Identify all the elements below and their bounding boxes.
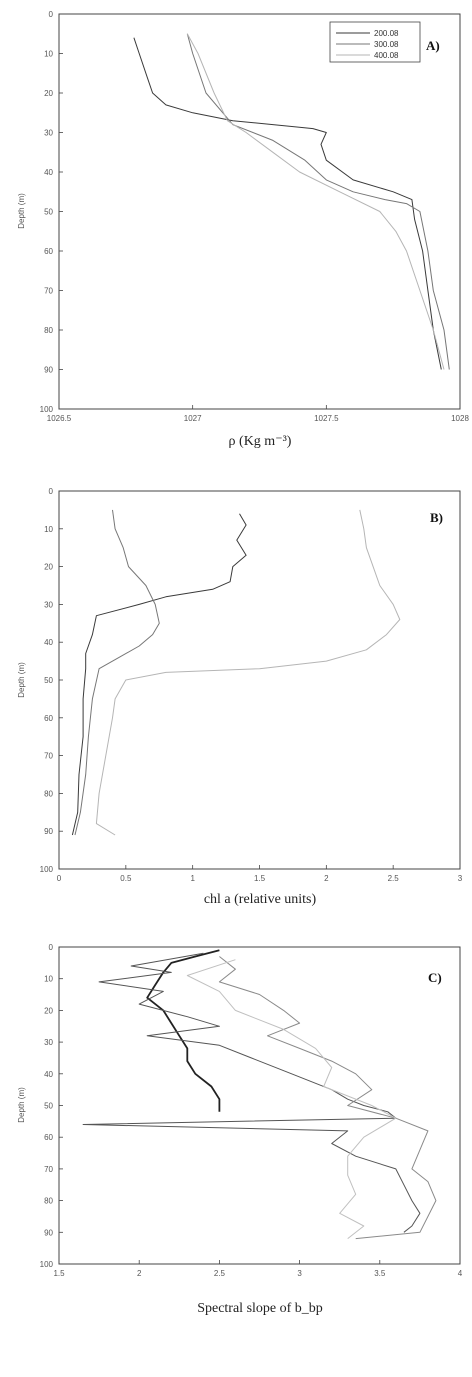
y-tick-label: 10 <box>44 975 53 984</box>
y-tick-label: 90 <box>44 366 53 375</box>
y-tick-label: 50 <box>44 208 53 217</box>
x-tick-label: 2.5 <box>388 874 400 883</box>
y-tick-label: 10 <box>44 50 53 59</box>
y-tick-label: 80 <box>44 1197 53 1206</box>
x-tick-label: 1027.5 <box>314 414 339 423</box>
y-tick-label: 30 <box>44 129 53 138</box>
panel-c-label: C) <box>428 970 442 985</box>
x-tick-label: 3 <box>297 1269 302 1278</box>
x-tick-label: 3.5 <box>374 1269 386 1278</box>
y-tick-label: 30 <box>44 1038 53 1047</box>
panel-a-series <box>133 33 450 370</box>
y-tick-label: 20 <box>44 563 53 572</box>
series-line-3 <box>218 956 437 1240</box>
x-tick-label: 1027 <box>184 414 202 423</box>
series-line-2 <box>186 33 450 370</box>
y-tick-label: 20 <box>44 89 53 98</box>
series-line-2 <box>74 509 160 836</box>
panel-a-label: A) <box>426 38 440 53</box>
panel-a-ylabel: Depth (m) <box>17 193 26 229</box>
panel-b-label: B) <box>430 510 443 525</box>
series-line-1 <box>146 949 221 1112</box>
x-tick-label: 1026.5 <box>47 414 72 423</box>
x-tick-label: 3 <box>458 874 463 883</box>
panel-b-ylabel: Depth (m) <box>17 662 26 698</box>
panel-a-frame <box>58 13 461 410</box>
x-tick-label: 2.5 <box>214 1269 226 1278</box>
y-tick-label: 0 <box>49 10 54 19</box>
y-tick-label: 10 <box>44 525 53 534</box>
y-tick-label: 80 <box>44 789 53 798</box>
panel-a-legend: 200.08 300.08 400.08 <box>329 21 421 63</box>
y-tick-label: 70 <box>44 287 53 296</box>
y-tick-label: 40 <box>44 168 53 177</box>
legend-entry-3: 400.08 <box>374 51 399 60</box>
y-tick-label: 70 <box>44 752 53 761</box>
series-line-2 <box>82 952 421 1233</box>
x-tick-label: 1028 <box>451 414 469 423</box>
panel-b-series <box>71 509 401 836</box>
y-tick-label: 90 <box>44 827 53 836</box>
y-tick-label: 50 <box>44 676 53 685</box>
panel-c-series <box>82 949 437 1240</box>
x-tick-label: 0.5 <box>120 874 132 883</box>
y-tick-label: 70 <box>44 1165 53 1174</box>
panel-c-ylabel: Depth (m) <box>17 1087 26 1123</box>
y-tick-label: 100 <box>40 1260 54 1269</box>
x-tick-label: 1 <box>190 874 195 883</box>
series-line-1 <box>71 513 247 836</box>
y-tick-label: 60 <box>44 1133 53 1142</box>
series-line-3 <box>186 33 445 370</box>
x-tick-label: 1.5 <box>254 874 266 883</box>
y-tick-label: 20 <box>44 1006 53 1015</box>
y-tick-label: 90 <box>44 1228 53 1237</box>
panel-b-frame <box>58 490 461 870</box>
y-tick-label: 100 <box>40 405 54 414</box>
y-tick-label: 50 <box>44 1102 53 1111</box>
y-tick-label: 40 <box>44 638 53 647</box>
x-tick-label: 1.5 <box>53 1269 65 1278</box>
x-tick-label: 2 <box>137 1269 142 1278</box>
y-tick-label: 0 <box>49 487 54 496</box>
x-tick-label: 0 <box>57 874 62 883</box>
panel-b-xlabel: chl a (relative units) <box>204 892 317 907</box>
x-tick-label: 2 <box>324 874 329 883</box>
legend-entry-1: 200.08 <box>374 29 399 38</box>
y-tick-label: 40 <box>44 1070 53 1079</box>
y-tick-label: 100 <box>40 865 54 874</box>
series-line-3 <box>95 509 401 836</box>
y-tick-label: 0 <box>49 943 54 952</box>
legend-entry-2: 300.08 <box>374 40 399 49</box>
series-line-1 <box>133 37 442 370</box>
x-tick-label: 4 <box>458 1269 463 1278</box>
panel-a-xlabel: ρ (Kg m⁻³) <box>229 434 292 449</box>
panel-c-xlabel: Spectral slope of b_bp <box>197 1301 323 1316</box>
y-tick-label: 80 <box>44 326 53 335</box>
series-line-4 <box>186 959 397 1239</box>
y-tick-label: 60 <box>44 714 53 723</box>
y-tick-label: 60 <box>44 247 53 256</box>
y-tick-label: 30 <box>44 600 53 609</box>
